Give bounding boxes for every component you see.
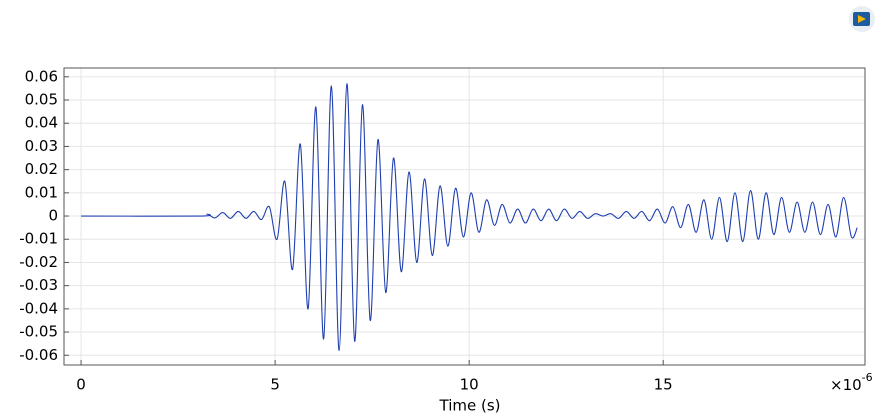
y-tick-label: -0.03 xyxy=(19,276,58,294)
y-tick-label: 0.06 xyxy=(25,67,58,85)
x-tick-label: 0 xyxy=(76,376,86,394)
y-tick-label: -0.06 xyxy=(19,346,58,364)
x-tick-label: 10 xyxy=(460,376,479,394)
y-tick-label: 0 xyxy=(48,207,58,225)
y-tick-label: 0.01 xyxy=(25,183,58,201)
y-tick-label: -0.01 xyxy=(19,230,58,248)
x-multiplier-exponent: -6 xyxy=(862,371,873,384)
y-tick-label: 0.02 xyxy=(25,160,58,178)
y-tick-label: 0.05 xyxy=(25,91,58,109)
x-axis-label: Time (s) xyxy=(439,397,501,415)
x-multiplier: ×10-6 xyxy=(830,371,873,394)
y-tick-label: 0.03 xyxy=(25,137,58,155)
y-tick-label: -0.02 xyxy=(19,253,58,271)
x-tick-label: 15 xyxy=(654,376,673,394)
data-line xyxy=(81,83,858,352)
x-multiplier-base: ×10 xyxy=(830,376,862,394)
app-logo xyxy=(849,6,875,32)
x-tick-label: 5 xyxy=(270,376,280,394)
y-tick-label: -0.05 xyxy=(19,323,58,341)
y-tick-label: 0.04 xyxy=(25,114,58,132)
y-tick-label: -0.04 xyxy=(19,299,58,317)
